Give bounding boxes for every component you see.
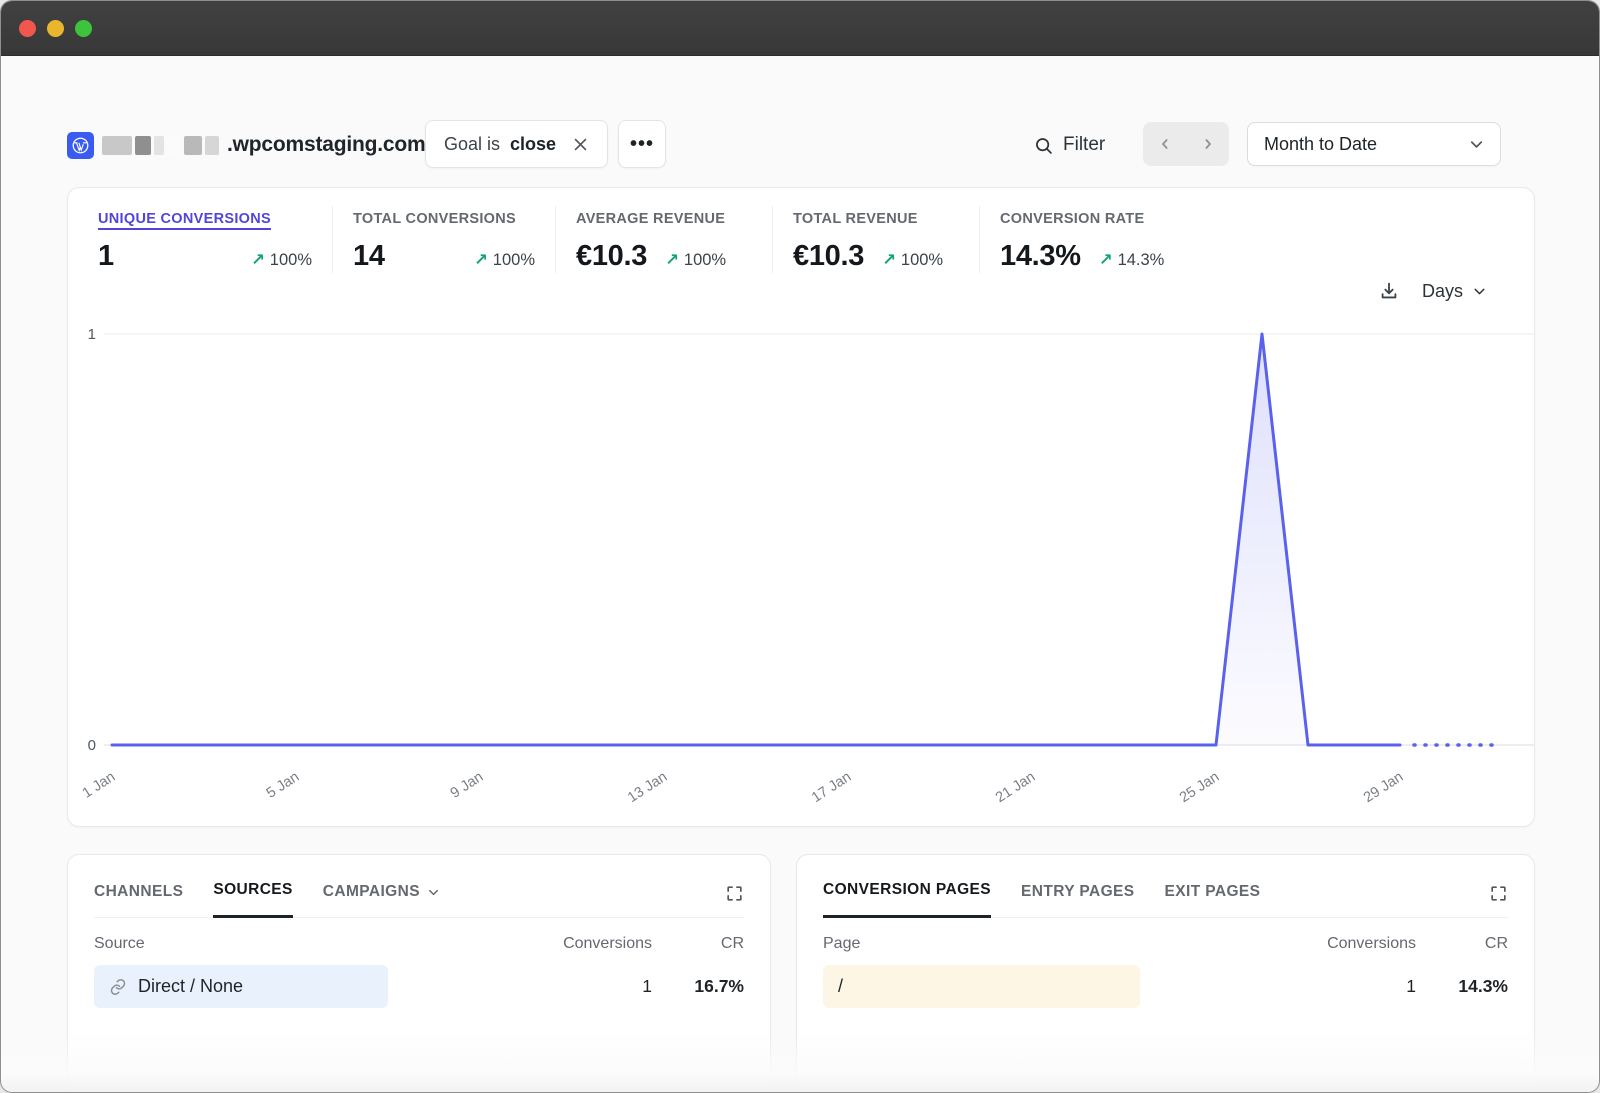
svg-text:21 Jan: 21 Jan bbox=[993, 769, 1038, 806]
chevron-down-icon bbox=[1471, 283, 1488, 300]
metric-value: 1 bbox=[98, 240, 114, 272]
chevron-down-icon bbox=[428, 889, 438, 895]
trend-up-icon: ↗ bbox=[665, 251, 679, 269]
metric-tab-unique-conversions[interactable]: UNIQUE CONVERSIONS 1 ↗ 100% bbox=[98, 211, 312, 272]
metric-value: €10.3 bbox=[793, 240, 865, 272]
metric-value: €10.3 bbox=[576, 240, 648, 272]
site-selector[interactable]: .wpcomstaging.com bbox=[67, 127, 451, 163]
page-bar[interactable]: / bbox=[823, 965, 1141, 1008]
metric-change: 14.3% bbox=[1117, 250, 1165, 269]
fullscreen-icon bbox=[1491, 886, 1506, 901]
download-icon bbox=[1381, 282, 1397, 299]
trend-up-icon: ↗ bbox=[1098, 251, 1113, 269]
expand-panel-button[interactable] bbox=[725, 884, 744, 917]
tab-exit-pages[interactable]: EXIT PAGES bbox=[1164, 883, 1261, 900]
cr-value: 16.7% bbox=[694, 976, 744, 996]
goal-filter-value: close bbox=[510, 133, 557, 154]
conversions-value: 1 bbox=[1406, 976, 1416, 996]
svg-text:25 Jan: 25 Jan bbox=[1177, 769, 1222, 806]
tab-sources[interactable]: SOURCES bbox=[213, 881, 293, 918]
filter-label: Filter bbox=[1063, 134, 1106, 155]
titlebar bbox=[1, 1, 1599, 56]
date-range-value: Month to Date bbox=[1264, 133, 1378, 154]
svg-text:29 Jan: 29 Jan bbox=[1361, 769, 1406, 806]
metric-change: 100% bbox=[683, 250, 727, 269]
metric-value: 14 bbox=[353, 240, 385, 272]
chevron-down-icon bbox=[1467, 135, 1486, 154]
goal-filter-chip[interactable]: Goal is close bbox=[425, 120, 609, 168]
trend-up-icon: ↗ bbox=[473, 251, 488, 269]
link-icon bbox=[109, 978, 127, 996]
svg-text:1 Jan: 1 Jan bbox=[80, 769, 118, 802]
tab-conversion-pages[interactable]: CONVERSION PAGES bbox=[823, 881, 992, 918]
fullscreen-icon bbox=[727, 886, 742, 901]
download-chart-button[interactable] bbox=[1378, 280, 1400, 302]
metric-change: 100% bbox=[269, 250, 312, 269]
granularity-dropdown[interactable]: Days bbox=[1422, 281, 1488, 302]
metric-value: 14.3% bbox=[1000, 240, 1081, 272]
svg-text:17 Jan: 17 Jan bbox=[809, 769, 854, 806]
filter-button[interactable]: Filter bbox=[1033, 128, 1105, 162]
goal-filter-prefix: Goal is bbox=[444, 133, 501, 154]
cr-value: 14.3% bbox=[1458, 976, 1508, 996]
pages-panel-tabs: CONVERSION PAGES ENTRY PAGES EXIT PAGES bbox=[823, 855, 1508, 918]
search-icon bbox=[1033, 135, 1054, 156]
metric-change: 100% bbox=[900, 250, 944, 269]
sources-table-header: Source Conversions CR bbox=[94, 935, 744, 952]
trend-up-icon: ↗ bbox=[250, 251, 265, 269]
conversions-value: 1 bbox=[642, 976, 652, 996]
conversions-chart-card: UNIQUE CONVERSIONS 1 ↗ 100% TOTAL CONVERS… bbox=[67, 187, 1535, 827]
date-pager bbox=[1143, 122, 1229, 166]
remove-filter-icon[interactable] bbox=[572, 136, 589, 153]
metric-tabs: UNIQUE CONVERSIONS 1 ↗ 100% TOTAL CONVERS… bbox=[98, 206, 1249, 273]
trend-up-icon: ↗ bbox=[882, 251, 896, 269]
svg-text:0: 0 bbox=[88, 737, 96, 754]
tab-campaigns[interactable]: CAMPAIGNS bbox=[323, 883, 441, 917]
pages-panel: CONVERSION PAGES ENTRY PAGES EXIT PAGES … bbox=[796, 854, 1535, 1092]
zoom-window-button[interactable] bbox=[75, 19, 92, 37]
source-bar[interactable]: Direct / None bbox=[94, 965, 389, 1008]
source-name: Direct / None bbox=[138, 976, 244, 996]
expand-panel-button[interactable] bbox=[1489, 884, 1508, 917]
svg-text:13 Jan: 13 Jan bbox=[625, 769, 670, 806]
svg-text:1: 1 bbox=[88, 326, 96, 343]
svg-text:5 Jan: 5 Jan bbox=[264, 769, 302, 802]
metric-tab-conversion-rate[interactable]: CONVERSION RATE 14.3% ↗ 14.3% bbox=[979, 206, 1249, 273]
site-domain: .wpcomstaging.com bbox=[227, 133, 426, 156]
svg-text:9 Jan: 9 Jan bbox=[448, 769, 486, 802]
date-range-select[interactable]: Month to Date bbox=[1247, 122, 1501, 166]
tab-channels[interactable]: CHANNELS bbox=[94, 883, 184, 900]
next-period-button[interactable] bbox=[1188, 122, 1228, 166]
sources-panel-tabs: CHANNELS SOURCES CAMPAIGNS bbox=[94, 855, 744, 918]
conversions-line-chart: 0 1 1 Jan 5 Jan 9 Jan 13 Jan 17 Jan 21 Jan 25 Ja… bbox=[80, 326, 1534, 806]
metric-tab-total-revenue[interactable]: TOTAL REVENUE €10.3 ↗ 100% bbox=[772, 206, 979, 273]
redacted-site-name bbox=[102, 135, 219, 155]
previous-period-button[interactable] bbox=[1145, 122, 1185, 166]
tab-entry-pages[interactable]: ENTRY PAGES bbox=[1021, 883, 1135, 900]
minimize-window-button[interactable] bbox=[47, 19, 64, 37]
metric-tab-total-conversions[interactable]: TOTAL CONVERSIONS 14 ↗ 100% bbox=[332, 206, 555, 273]
more-button[interactable]: ••• bbox=[618, 120, 666, 168]
metric-tab-average-revenue[interactable]: AVERAGE REVENUE €10.3 ↗ 100% bbox=[555, 206, 772, 273]
granularity-value: Days bbox=[1421, 280, 1463, 301]
table-row[interactable]: Direct / None 1 16.7% bbox=[94, 965, 744, 1008]
sources-panel: CHANNELS SOURCES CAMPAIGNS Source Conver… bbox=[67, 854, 771, 1092]
wordpress-icon bbox=[67, 131, 94, 159]
close-window-button[interactable] bbox=[19, 19, 36, 37]
page-path: / bbox=[838, 976, 844, 996]
table-row[interactable]: / 1 14.3% bbox=[823, 965, 1508, 1008]
metric-change: 100% bbox=[492, 250, 535, 269]
pages-table-header: Page Conversions CR bbox=[823, 935, 1508, 952]
